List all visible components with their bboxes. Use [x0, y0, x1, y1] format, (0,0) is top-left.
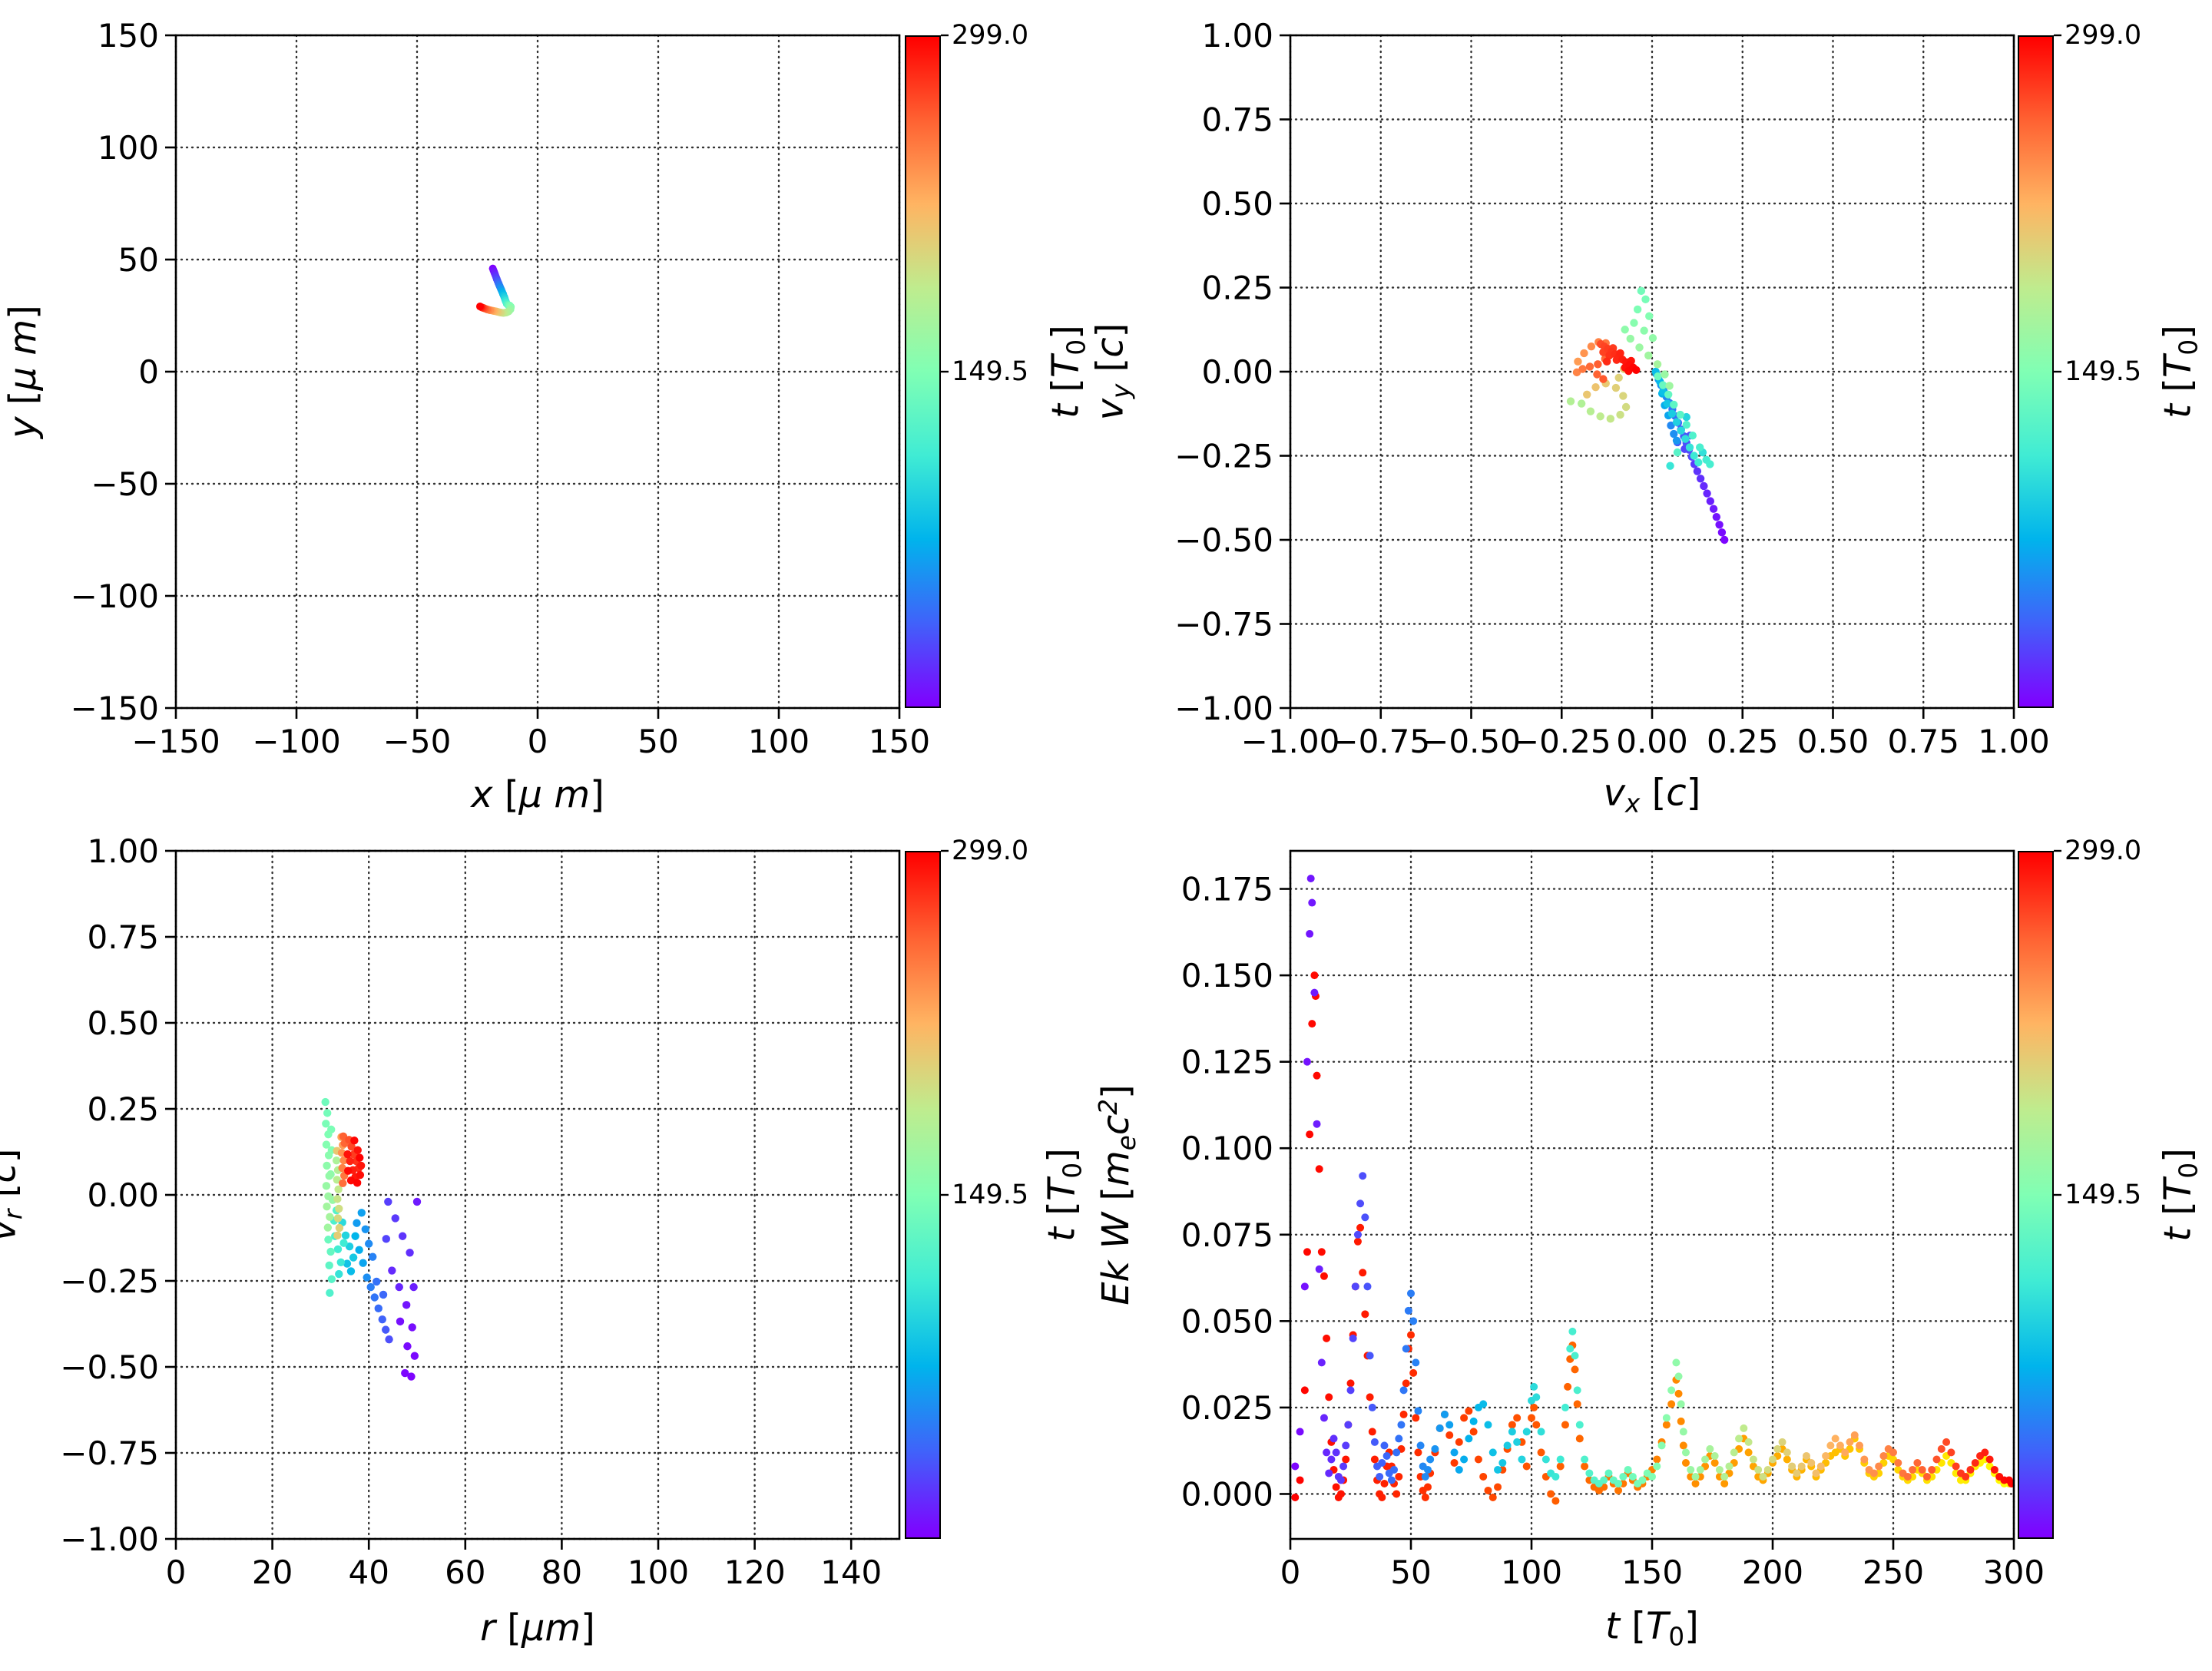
svg-text:100: 100 [748, 723, 810, 760]
colorbar-tick-max-xy: 299.0 [952, 20, 1029, 51]
svg-text:0.050: 0.050 [1181, 1302, 1273, 1340]
y-axis-label-xy: y [μ m] [2, 305, 45, 438]
svg-text:0.75: 0.75 [1887, 723, 1959, 760]
svg-text:−1.00: −1.00 [1241, 723, 1340, 760]
y-axis-label-vxvy: vy [c] [1088, 323, 1136, 421]
svg-text:250: 250 [1863, 1554, 1924, 1591]
svg-text:80: 80 [541, 1554, 582, 1591]
svg-text:−150: −150 [131, 723, 220, 760]
svg-text:−0.25: −0.25 [1174, 438, 1273, 475]
svg-text:0.75: 0.75 [87, 918, 159, 956]
y-axis-label-energy: Ek W [mec2] [1094, 1084, 1141, 1305]
svg-text:100: 100 [98, 129, 159, 167]
colorbar-tick-mid-energy: 149.5 [2065, 1180, 2142, 1210]
svg-text:1.00: 1.00 [1978, 723, 2050, 760]
colorbar-label-vxvy: t [T0] [2156, 325, 2204, 419]
svg-text:50: 50 [118, 241, 159, 279]
svg-text:0.025: 0.025 [1181, 1389, 1273, 1427]
svg-text:1.00: 1.00 [87, 832, 159, 870]
svg-text:1.00: 1.00 [1201, 17, 1273, 55]
svg-text:−0.25: −0.25 [60, 1262, 159, 1300]
svg-text:50: 50 [1390, 1554, 1431, 1591]
svg-text:0.00: 0.00 [1616, 723, 1688, 760]
svg-text:0: 0 [528, 723, 548, 760]
colorbar-vxvy [2018, 35, 2054, 708]
svg-text:0.50: 0.50 [1201, 185, 1273, 223]
svg-text:40: 40 [348, 1554, 389, 1591]
svg-text:200: 200 [1742, 1554, 1803, 1591]
svg-text:−0.50: −0.50 [1174, 521, 1273, 559]
svg-text:−50: −50 [91, 465, 159, 503]
svg-text:0.100: 0.100 [1181, 1130, 1273, 1167]
svg-text:−50: −50 [383, 723, 452, 760]
svg-text:0: 0 [1280, 1554, 1301, 1591]
colorbar-tick-mid-rvr: 149.5 [952, 1180, 1029, 1210]
colorbar-label-xy: t [T0] [1044, 325, 1091, 419]
svg-text:0: 0 [138, 353, 159, 391]
svg-text:0.00: 0.00 [87, 1176, 159, 1214]
x-axis-label-energy: t [T0] [1605, 1604, 1699, 1652]
svg-text:−100: −100 [71, 577, 159, 615]
x-axis-label-xy: x [μ m] [471, 773, 604, 816]
svg-text:50: 50 [637, 723, 678, 760]
colorbar-tick-mid-xy: 149.5 [952, 356, 1029, 387]
svg-text:0.50: 0.50 [87, 1004, 159, 1042]
colorbar-label-rvr: t [T0] [1040, 1148, 1088, 1242]
colorbar-tick-max-energy: 299.0 [2065, 836, 2142, 866]
svg-text:−0.75: −0.75 [1174, 606, 1273, 644]
svg-text:0.175: 0.175 [1181, 871, 1273, 908]
svg-text:−100: −100 [252, 723, 340, 760]
svg-text:100: 100 [1501, 1554, 1562, 1591]
svg-text:60: 60 [445, 1554, 485, 1591]
svg-text:100: 100 [628, 1554, 689, 1591]
svg-text:0.075: 0.075 [1181, 1216, 1273, 1254]
svg-text:0.00: 0.00 [1201, 353, 1273, 391]
svg-text:0.000: 0.000 [1181, 1475, 1273, 1513]
svg-text:0.125: 0.125 [1181, 1044, 1273, 1081]
svg-text:0: 0 [166, 1554, 187, 1591]
y-axis-label-rvr: vr [c] [0, 1149, 28, 1242]
svg-text:0.25: 0.25 [87, 1090, 159, 1128]
svg-text:300: 300 [1983, 1554, 2045, 1591]
svg-text:0.25: 0.25 [1201, 270, 1273, 307]
svg-text:0.25: 0.25 [1707, 723, 1779, 760]
colorbar-rvr [905, 851, 941, 1539]
colorbar-label-energy: t [T0] [2156, 1148, 2204, 1242]
x-axis-label-rvr: r [μm] [480, 1606, 595, 1649]
svg-text:150: 150 [1621, 1554, 1683, 1591]
x-axis-label-vxvy: vx [c] [1603, 771, 1701, 819]
svg-text:140: 140 [820, 1554, 882, 1591]
svg-text:−0.50: −0.50 [60, 1348, 159, 1386]
svg-text:0.75: 0.75 [1201, 101, 1273, 139]
svg-text:−0.75: −0.75 [1331, 723, 1430, 760]
svg-text:150: 150 [869, 723, 930, 760]
svg-text:−0.50: −0.50 [1422, 723, 1521, 760]
svg-text:−1.00: −1.00 [1174, 690, 1273, 727]
svg-text:−1.00: −1.00 [60, 1520, 159, 1558]
colorbar-xy [905, 35, 941, 708]
colorbar-energy [2018, 851, 2054, 1539]
svg-text:−150: −150 [71, 690, 159, 727]
svg-text:0.150: 0.150 [1181, 957, 1273, 994]
svg-text:20: 20 [252, 1554, 293, 1591]
svg-text:150: 150 [98, 17, 159, 55]
svg-text:−0.75: −0.75 [60, 1434, 159, 1472]
svg-text:0.50: 0.50 [1797, 723, 1869, 760]
colorbar-tick-mid-vxvy: 149.5 [2065, 356, 2142, 387]
svg-text:120: 120 [724, 1554, 786, 1591]
colorbar-tick-max-vxvy: 299.0 [2065, 20, 2142, 51]
colorbar-tick-max-rvr: 299.0 [952, 836, 1029, 866]
svg-text:−0.25: −0.25 [1512, 723, 1611, 760]
